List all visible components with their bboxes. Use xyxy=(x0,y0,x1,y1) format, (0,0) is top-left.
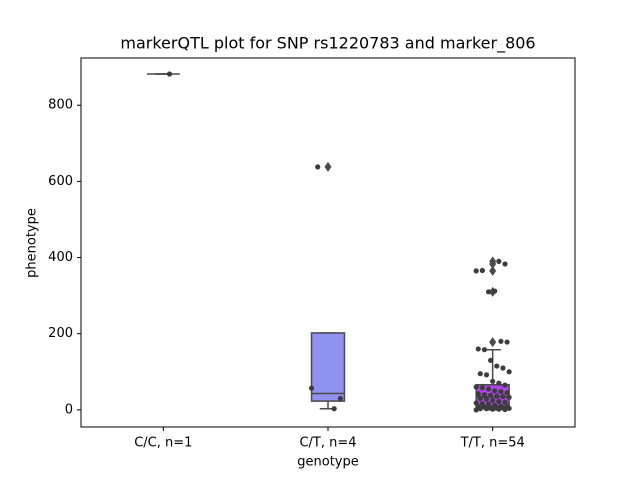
point xyxy=(479,385,485,391)
point xyxy=(502,406,508,413)
point xyxy=(331,406,337,412)
point xyxy=(500,365,506,371)
point xyxy=(483,406,490,412)
point xyxy=(490,397,496,403)
point xyxy=(492,388,498,394)
outlier xyxy=(489,259,497,270)
point xyxy=(488,357,494,363)
point xyxy=(506,405,512,411)
point xyxy=(481,392,488,398)
point xyxy=(496,398,502,405)
point xyxy=(477,371,483,377)
outlier xyxy=(489,265,497,276)
x-tick-label: C/C, n=1 xyxy=(134,436,192,451)
y-tick-label: 800 xyxy=(48,98,73,113)
point xyxy=(506,394,512,400)
plot-frame xyxy=(80,57,576,428)
point xyxy=(504,339,510,345)
x-axis-label: genotype xyxy=(297,455,358,470)
point xyxy=(475,346,481,352)
x-tick-label: T/T, n=54 xyxy=(460,436,525,451)
point xyxy=(473,400,479,406)
point xyxy=(492,288,498,294)
point xyxy=(494,363,500,369)
point xyxy=(479,267,485,274)
point xyxy=(485,289,492,295)
point xyxy=(504,390,510,396)
point xyxy=(496,258,502,264)
point xyxy=(488,392,494,398)
x-tick-label: C/T, n=4 xyxy=(299,436,356,451)
point xyxy=(473,407,479,413)
point xyxy=(337,395,343,402)
point xyxy=(490,378,496,384)
y-tick-label: 400 xyxy=(48,250,73,265)
chart-title: markerQTL plot for SNP rs1220783 and mar… xyxy=(120,34,535,54)
point xyxy=(477,395,483,402)
point xyxy=(483,396,490,402)
point xyxy=(315,164,321,170)
point xyxy=(502,382,508,388)
point xyxy=(477,406,483,412)
point xyxy=(496,380,502,386)
point xyxy=(502,399,508,405)
point xyxy=(498,338,504,344)
point xyxy=(308,385,315,391)
y-tick-label: 0 xyxy=(65,402,73,417)
outlier xyxy=(324,161,332,172)
y-tick-label: 200 xyxy=(48,326,73,341)
y-tick-label: 600 xyxy=(48,174,73,189)
point xyxy=(490,406,496,412)
point xyxy=(506,369,512,375)
y-axis-label: phenotype xyxy=(25,208,40,278)
point xyxy=(483,372,490,378)
point xyxy=(475,391,481,397)
point xyxy=(502,261,508,267)
point xyxy=(500,393,506,400)
point xyxy=(481,347,488,353)
point xyxy=(485,386,492,392)
outlier xyxy=(489,337,497,348)
point xyxy=(473,268,479,274)
point xyxy=(166,71,173,77)
point xyxy=(494,393,500,399)
point xyxy=(498,388,504,395)
point xyxy=(473,384,479,390)
point xyxy=(496,406,502,412)
box xyxy=(310,332,346,402)
